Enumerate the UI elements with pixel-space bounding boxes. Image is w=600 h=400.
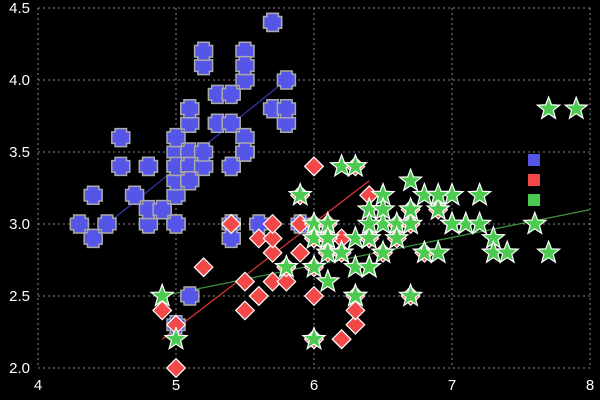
marker-cross[interactable] <box>167 215 185 233</box>
marker-cross[interactable] <box>195 42 213 60</box>
marker-diamond[interactable] <box>236 301 255 320</box>
marker-star[interactable] <box>469 184 491 205</box>
marker-cross[interactable] <box>222 85 240 103</box>
y-axis-tick-label: 3.5 <box>9 144 30 161</box>
marker-diamond[interactable] <box>305 287 324 306</box>
scatter-points-group <box>70 13 587 377</box>
x-axis-tick-label: 6 <box>310 377 318 394</box>
marker-cross[interactable] <box>236 143 254 161</box>
y-axis-tick-label: 2.5 <box>9 288 30 305</box>
y-axis-tick-label: 3.0 <box>9 216 30 233</box>
marker-cross[interactable] <box>222 114 240 132</box>
marker-cross[interactable] <box>84 186 102 204</box>
y-axis-tick-label: 2.0 <box>9 360 30 377</box>
marker-cross[interactable] <box>84 229 102 247</box>
marker-cross[interactable] <box>167 129 185 147</box>
marker-cross[interactable] <box>126 186 144 204</box>
marker-cross[interactable] <box>181 287 199 305</box>
marker-star[interactable] <box>538 241 560 262</box>
marker-cross[interactable] <box>277 100 295 118</box>
x-axis-tick-label: 8 <box>586 377 594 394</box>
x-axis-tick-label: 4 <box>34 377 42 394</box>
marker-cross[interactable] <box>236 57 254 75</box>
marker-cross[interactable] <box>112 129 130 147</box>
marker-diamond[interactable] <box>167 359 186 378</box>
marker-diamond[interactable] <box>305 157 324 176</box>
marker-star[interactable] <box>565 97 587 118</box>
marker-cross[interactable] <box>195 143 213 161</box>
marker-star[interactable] <box>538 97 560 118</box>
marker-cross[interactable] <box>181 172 199 190</box>
marker-cross[interactable] <box>139 157 157 175</box>
marker-star[interactable] <box>400 169 422 190</box>
chart-svg: 4 5 6 7 8 2.0 2.5 3.0 3.5 4.0 4.5 <box>0 0 600 400</box>
marker-cross[interactable] <box>277 71 295 89</box>
chart-container: 4 5 6 7 8 2.0 2.5 3.0 3.5 4.0 4.5 <box>0 0 600 400</box>
legend-swatch-versicolor <box>528 174 540 186</box>
marker-diamond[interactable] <box>236 272 255 291</box>
marker-cross[interactable] <box>181 100 199 118</box>
trendlines-group <box>107 80 590 339</box>
marker-diamond[interactable] <box>332 330 351 349</box>
marker-cross[interactable] <box>264 13 282 31</box>
x-axis-tick-label: 7 <box>448 377 456 394</box>
marker-diamond[interactable] <box>291 244 310 263</box>
legend-swatch-virginica <box>528 194 540 206</box>
legend-box <box>528 150 600 212</box>
legend-item-versicolor[interactable] <box>528 170 600 190</box>
marker-cross[interactable] <box>98 215 116 233</box>
marker-diamond[interactable] <box>250 287 269 306</box>
marker-cross[interactable] <box>222 157 240 175</box>
marker-cross[interactable] <box>112 157 130 175</box>
gridlines-group <box>38 8 590 368</box>
marker-star[interactable] <box>524 212 546 233</box>
legend-item-setosa[interactable] <box>528 150 600 170</box>
marker-cross[interactable] <box>70 215 88 233</box>
y-axis-tick-label: 4.0 <box>9 72 30 89</box>
marker-diamond[interactable] <box>194 258 213 277</box>
y-axis-tick-label: 4.5 <box>9 0 30 17</box>
legend-swatch-setosa <box>528 154 540 166</box>
marker-cross[interactable] <box>153 201 171 219</box>
x-axis-tick-label: 5 <box>172 377 180 394</box>
legend-item-virginica[interactable] <box>528 190 600 210</box>
